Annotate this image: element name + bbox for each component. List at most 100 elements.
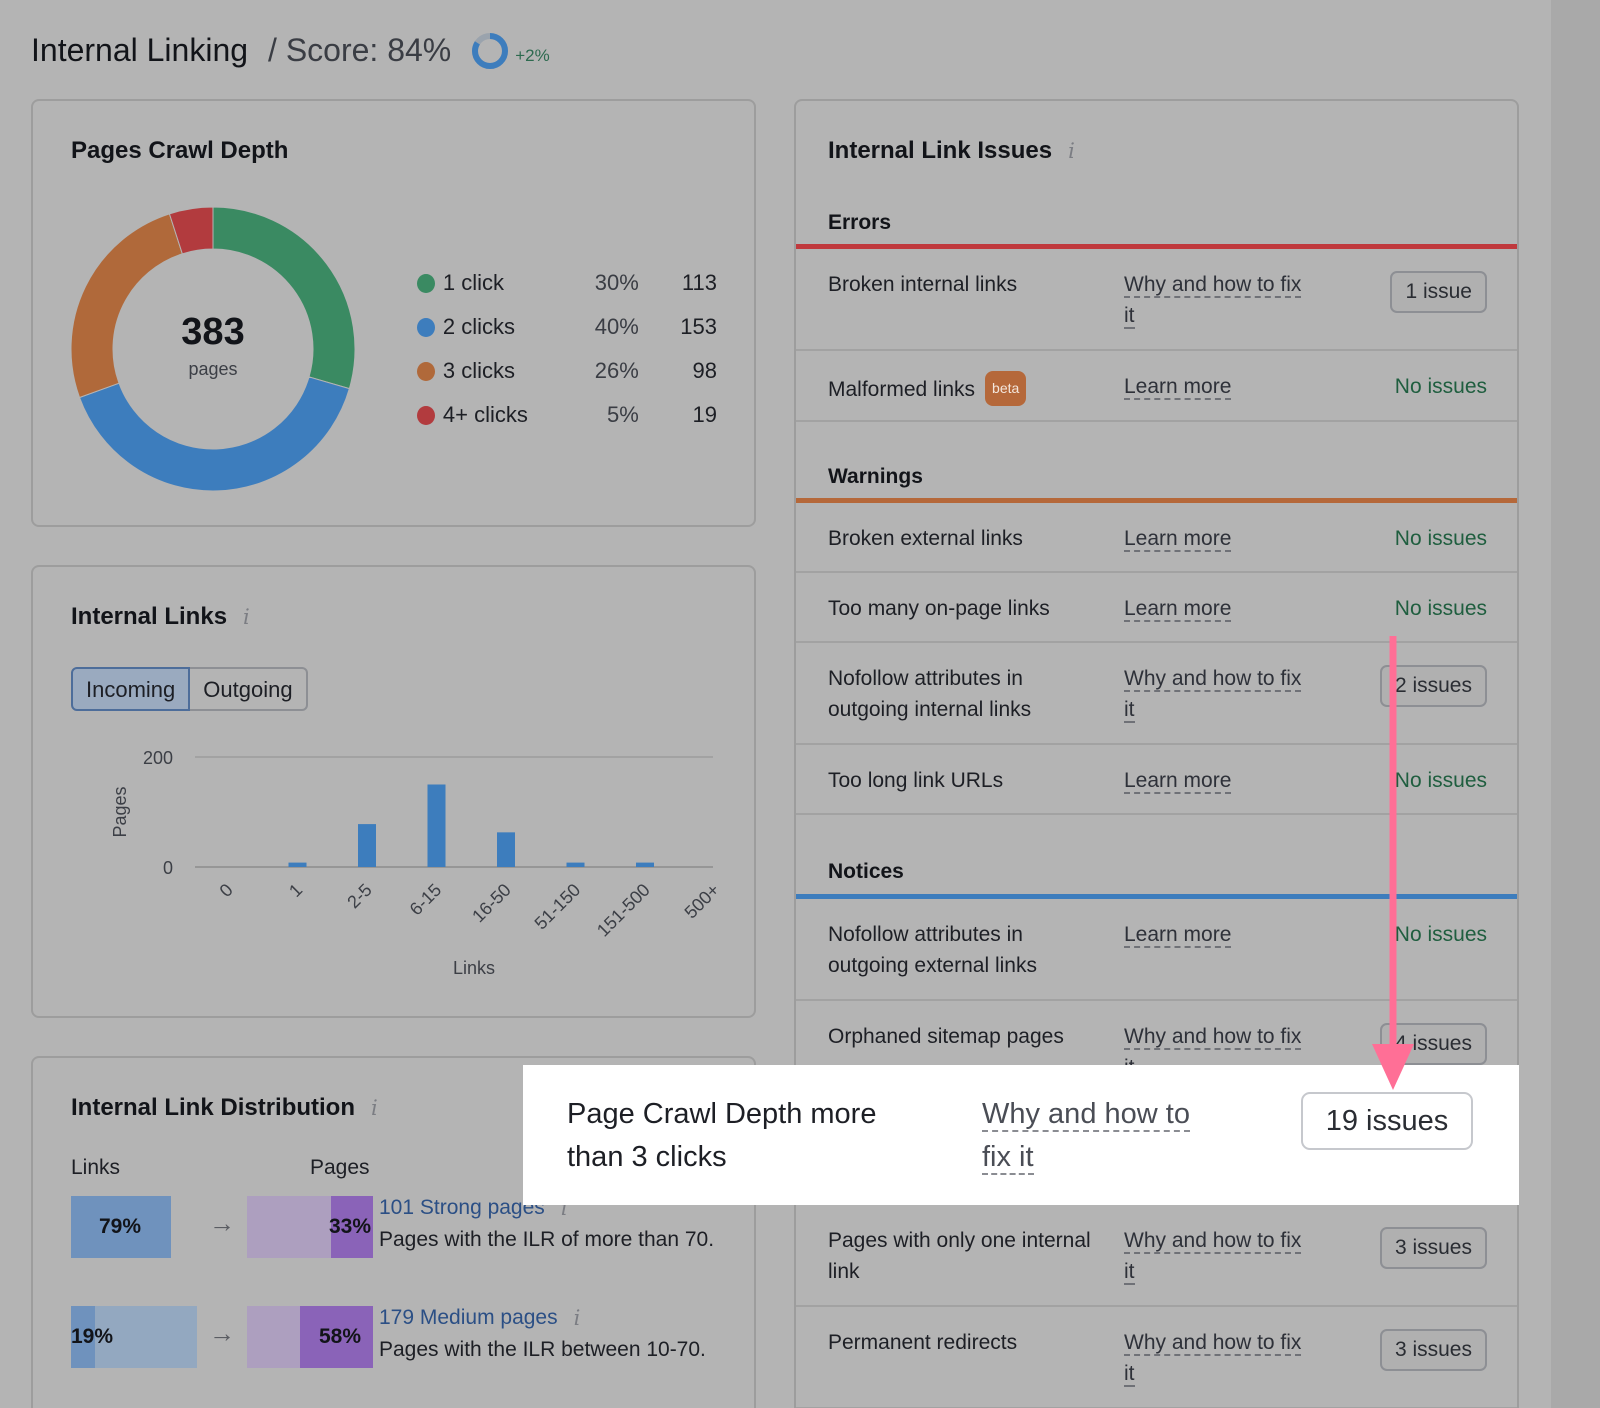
x-axis-label: Links [453,958,495,978]
legend-row[interactable]: 4+ clicks 5% 19 [417,393,717,437]
pages-share-fill [331,1196,373,1258]
learn-more-link-text[interactable]: Learn more [1124,597,1232,622]
issues-title-text: Internal Link Issues [828,137,1053,164]
learn-more-link[interactable]: Learn more [1124,593,1304,624]
pages-share-bar: 58% [247,1306,373,1368]
fix-link[interactable]: Why and how to fix it [1124,1327,1304,1389]
legend-row[interactable]: 1 click 30% 113 [417,261,717,305]
issue-name: Permanent redirects [828,1331,1018,1354]
donut-slice-2[interactable] [78,376,350,491]
issue-count-button[interactable]: 3 issues [1379,1329,1487,1371]
crawl-depth-legend: 1 click 30% 113 2 clicks 40% 153 3 click… [417,261,717,437]
info-icon[interactable]: i [243,605,250,629]
highlighted-issue-count-button[interactable]: 19 issues [1301,1092,1473,1150]
issue-count-button[interactable]: 1 issue [1390,271,1487,313]
fix-link-text[interactable]: Why and how to fix it [1124,273,1302,329]
y-tick-label: 0 [163,858,173,878]
issue-row: Permanent redirects Why and how to fix i… [796,1307,1517,1408]
fix-link-text[interactable]: Why and how to fix it [1124,667,1302,723]
issue-name-text: Malformed links [828,378,976,401]
links-share-bar: 19% [71,1306,197,1368]
issues-title: Internal Link Issues i [828,137,1075,165]
distribution-title-text: Internal Link Distribution [71,1094,356,1121]
bar[interactable] [288,862,307,867]
arrow-right-icon: → [209,1318,235,1348]
medium-pages-desc: Pages with the ILR between 10-70. [379,1338,706,1361]
issue-name: Too long link URLs [828,769,1004,792]
issue-row: Broken external links Learn more No issu… [796,503,1517,573]
legend-row[interactable]: 3 clicks 26% 98 [417,349,717,393]
beta-badge: beta [985,371,1027,406]
bar[interactable] [636,862,654,867]
issue-status: No issues [1394,923,1487,946]
tab-outgoing[interactable]: Outgoing [190,667,308,711]
issue-row: Too many on-page links Learn more No iss… [796,573,1517,643]
issue-count-button[interactable]: 4 issues [1379,1023,1487,1065]
bar[interactable] [566,862,585,867]
strong-pages-link-text[interactable]: 101 Strong pages [379,1196,545,1219]
link-issues-card: Internal Link Issues i Errors Broken int… [794,99,1519,1408]
fix-link[interactable]: Why and how to fix it [1124,269,1304,331]
fix-link-text[interactable]: Why and how to fix it [1124,1331,1302,1387]
learn-more-link-text[interactable]: Learn more [1124,923,1232,948]
medium-pages-link-text[interactable]: 179 Medium pages [379,1306,558,1329]
issue-name: Pages with only one internal link [828,1229,1091,1283]
learn-more-link-text[interactable]: Learn more [1124,769,1232,794]
bar[interactable] [427,784,446,868]
internal-links-title: Internal Links i [71,603,250,631]
legend-label: 4+ clicks [442,402,528,427]
legend-count: 113 [681,270,717,295]
crawl-depth-donut[interactable] [71,207,355,491]
info-icon[interactable]: i [1068,139,1075,163]
issue-status: No issues [1394,527,1487,550]
warnings-heading: Warnings [828,465,923,488]
strong-pages-link[interactable]: 101 Strong pages i [379,1196,568,1220]
legend-row[interactable]: 2 clicks 40% 153 [417,305,717,349]
issue-count-button[interactable]: 2 issues [1379,665,1487,707]
highlighted-fix-link-text[interactable]: Why and how to fix it [982,1098,1190,1175]
x-tick-label: 0 [216,880,237,901]
donut-slice-4[interactable] [168,207,214,255]
info-icon[interactable]: i [560,1196,568,1220]
learn-more-link-text[interactable]: Learn more [1124,527,1232,552]
issue-name: Broken external links [828,527,1023,550]
learn-more-link-text[interactable]: Learn more [1124,375,1232,400]
medium-pages-link[interactable]: 179 Medium pages i [379,1306,580,1330]
legend-dot-icon [417,405,435,425]
legend-percent: 40% [594,314,639,339]
issue-name: Malformed links beta [828,371,1108,406]
scrollbar-track[interactable] [1551,0,1600,1408]
info-icon[interactable]: i [573,1306,581,1330]
issue-name: Orphaned sitemap pages [828,1025,1064,1048]
issue-name: Broken internal links [828,273,1018,296]
x-tick-label: 2-5 [343,880,376,913]
issue-row: Nofollow attributes in outgoing internal… [796,643,1517,745]
page-title: Internal Linking [31,31,249,68]
fix-link[interactable]: Why and how to fix it [1124,663,1304,725]
learn-more-link[interactable]: Learn more [1124,523,1304,554]
fix-link[interactable]: Why and how to fix it [1124,1225,1304,1287]
tab-incoming[interactable]: Incoming [71,667,191,711]
legend-label: 3 clicks [442,358,516,383]
learn-more-link[interactable]: Learn more [1124,919,1304,950]
score-ring-icon [472,33,509,69]
crawl-depth-title: Pages Crawl Depth [71,137,289,164]
legend-count: 19 [692,402,717,427]
learn-more-link[interactable]: Learn more [1124,765,1304,796]
col-links: Links [71,1156,121,1179]
info-icon[interactable]: i [371,1096,378,1120]
learn-more-link[interactable]: Learn more [1124,371,1304,402]
bar[interactable] [497,832,515,867]
bar[interactable] [358,824,376,867]
fix-link-text[interactable]: Why and how to fix it [1124,1229,1302,1285]
issue-name: Nofollow attributes in outgoing internal… [828,667,1032,721]
links-share-fill [71,1196,171,1258]
notices-divider [796,894,1517,899]
highlighted-fix-link[interactable]: Why and how to fix it [982,1093,1222,1179]
highlighted-issue-name: Page Crawl Depth more than 3 clicks [567,1098,877,1173]
score-delta: +2% [515,46,550,65]
legend-percent: 26% [594,358,639,383]
legend-label: 2 clicks [442,314,516,339]
issue-count-button[interactable]: 3 issues [1379,1227,1487,1269]
crawl-depth-card: Pages Crawl Depth 383 pages 1 click 30% … [31,99,756,527]
